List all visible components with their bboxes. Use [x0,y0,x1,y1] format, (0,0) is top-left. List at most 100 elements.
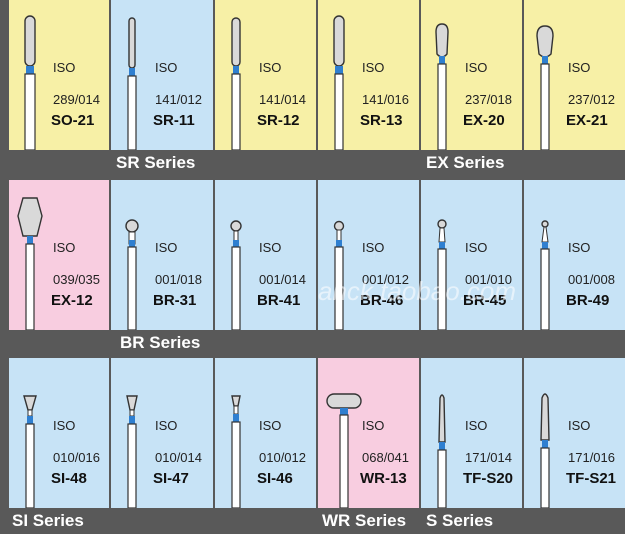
model-name: TF-S21 [566,470,617,487]
iso-label: ISO [362,240,385,255]
iso-label: ISO [568,240,591,255]
bur-icon-pear-wide [536,25,554,150]
product-cell-br-41: ISO 001/014 BR-41 [215,180,316,330]
product-cell-br-45: ISO 001/010 BR-45 [421,180,522,330]
iso-label: ISO [362,418,385,433]
iso-code: 001/014 [259,272,306,287]
iso-label: ISO [259,240,282,255]
bur-icon-ball-micro [540,220,550,330]
bur-icon-ball-tiny [437,219,447,330]
product-cell-si-46: ISO 010/012 SI-46 [215,358,316,508]
iso-code: 141/016 [362,92,409,107]
bur-icon-thin-round [127,17,137,150]
product-cell-sr-13: ISO 141/016 SR-13 [318,0,419,150]
product-cell-br-31: ISO 001/018 BR-31 [111,180,213,330]
model-name: BR-46 [360,292,404,309]
model-name: SR-13 [360,112,403,129]
iso-label: ISO [155,60,178,75]
bur-icon-cone-medium [126,395,138,508]
bur-icon-thick-round [333,15,345,150]
model-name: SR-12 [257,112,300,129]
model-name: BR-45 [463,292,507,309]
iso-code: 039/035 [53,272,100,287]
series-label-sr: SR Series [116,153,196,172]
iso-code: 141/014 [259,92,306,107]
series-label-ex: EX Series [426,153,505,172]
iso-code: 001/012 [362,272,409,287]
iso-label: ISO [259,418,282,433]
series-label-br: BR Series [120,333,201,352]
product-cell-sr-12: ISO 141/014 SR-12 [215,0,316,150]
iso-label: ISO [155,240,178,255]
iso-label: ISO [53,240,76,255]
iso-code: 289/014 [53,92,100,107]
iso-code: 141/012 [155,92,202,107]
bur-icon-long-cylinder [24,15,36,150]
product-cell-si-48: ISO 010/016 SI-48 [9,358,109,508]
model-name: EX-21 [566,112,608,129]
iso-label: ISO [465,60,488,75]
iso-code: 010/014 [155,450,202,465]
series-label-wr: WR Series [322,511,407,530]
bur-icon-cone-small [231,395,241,508]
series-band-row-2: BR Series [0,332,625,356]
iso-label: ISO [362,60,385,75]
product-cell-sr-11: ISO 141/012 SR-11 [111,0,213,150]
iso-code: 237/012 [568,92,615,107]
model-name: SI-46 [257,470,293,487]
iso-label: ISO [53,418,76,433]
product-cell-tf-s21: ISO 171/016 TF-S21 [524,358,625,508]
bur-icon-diamond [17,197,43,330]
iso-label: ISO [568,418,591,433]
product-cell-tf-s20: ISO 171/014 TF-S20 [421,358,522,508]
iso-code: 171/014 [465,450,512,465]
iso-code: 237/018 [465,92,512,107]
model-name: EX-12 [51,292,93,309]
model-name: SI-48 [51,470,87,487]
series-band-row-1: SR Series EX Series [0,152,625,176]
model-name: WR-13 [360,470,407,487]
iso-label: ISO [568,60,591,75]
iso-code: 171/016 [568,450,615,465]
bur-icon-wheel [326,393,362,508]
product-cell-si-47: ISO 010/014 SI-47 [111,358,213,508]
model-name: BR-49 [566,292,610,309]
product-cell-wr-13: ISO 068/041 WR-13 [318,358,419,508]
iso-code: 010/012 [259,450,306,465]
bur-icon-ball-large [125,219,139,330]
bur-icon-ball-medium [230,220,242,330]
series-band-row-3: SI Series WR Series S Series [0,510,625,534]
product-cell-so-21: ISO 289/014 SO-21 [9,0,109,150]
iso-label: ISO [53,60,76,75]
bur-icon-pear [435,23,449,150]
iso-label: ISO [465,240,488,255]
model-name: TF-S20 [463,470,514,487]
series-label-si: SI Series [12,511,84,530]
iso-code: 001/008 [568,272,615,287]
model-name: EX-20 [463,112,505,129]
bur-icon-taper [437,394,447,508]
iso-code: 010/016 [53,450,100,465]
product-cell-ex-12: ISO 039/035 EX-12 [9,180,109,330]
bur-icon-cone-wide [23,395,37,508]
iso-code: 001/010 [465,272,512,287]
iso-label: ISO [259,60,282,75]
model-name: SO-21 [51,112,95,129]
product-cell-br-46: ISO 001/012 BR-46 [318,180,419,330]
iso-label: ISO [465,418,488,433]
bur-icon-taper-thick [540,393,550,508]
iso-label: ISO [155,418,178,433]
model-name: BR-31 [153,292,197,309]
product-cell-br-49: ISO 001/008 BR-49 [524,180,625,330]
model-name: SR-11 [153,112,195,129]
bur-icon-medium-round [231,17,241,150]
iso-code: 068/041 [362,450,409,465]
iso-code: 001/018 [155,272,202,287]
product-cell-ex-21: ISO 237/012 EX-21 [524,0,625,150]
product-cell-ex-20: ISO 237/018 EX-20 [421,0,522,150]
model-name: SI-47 [153,470,189,487]
model-name: BR-41 [257,292,301,309]
series-label-s: S Series [426,511,494,530]
bur-icon-ball-small [333,220,345,330]
